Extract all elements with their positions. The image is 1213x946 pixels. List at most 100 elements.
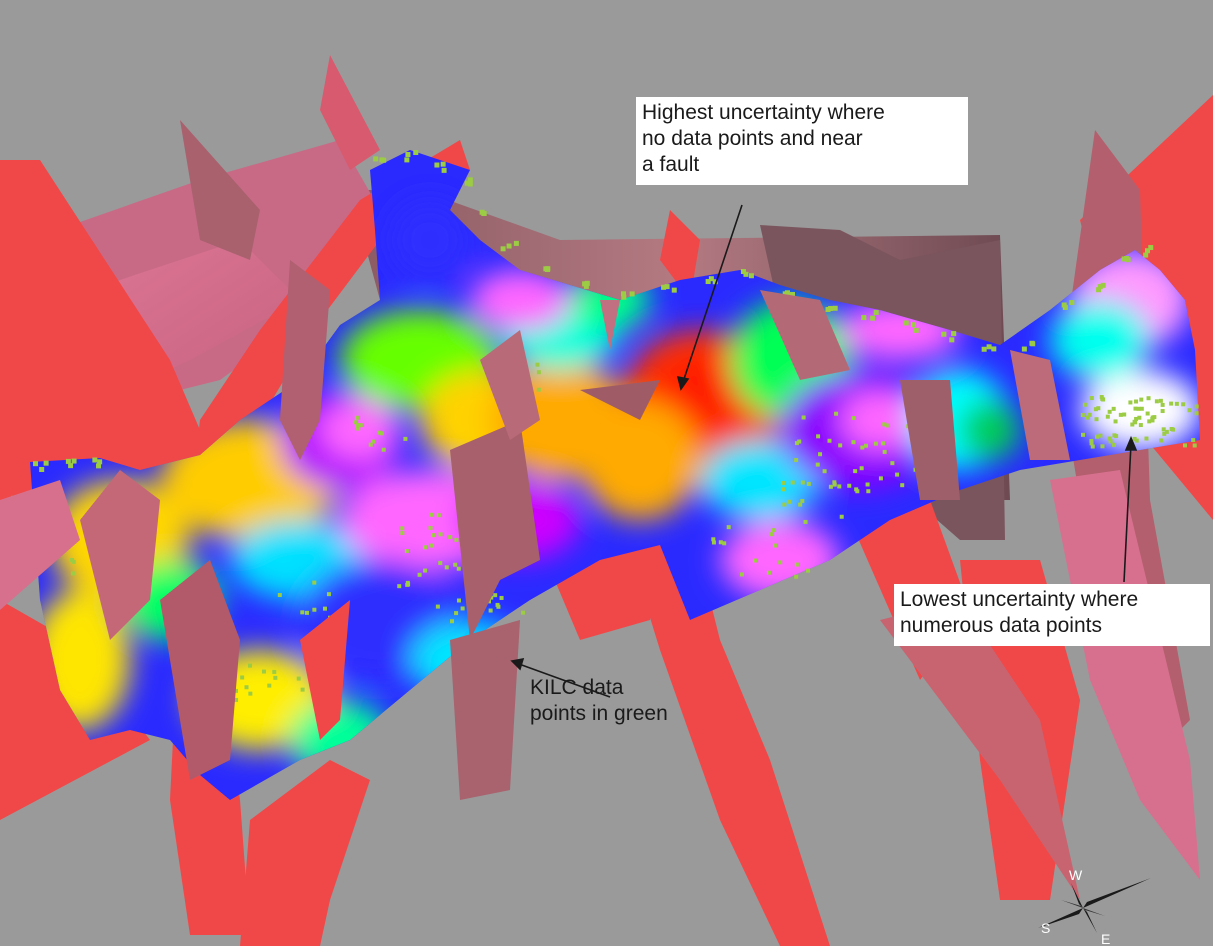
data-point-marker — [1096, 406, 1101, 411]
data-point-marker — [949, 337, 955, 343]
data-point-marker — [1105, 414, 1110, 419]
data-point-marker — [797, 439, 802, 444]
data-point-marker — [1138, 423, 1143, 428]
fault-plane — [180, 120, 260, 260]
highest-uncertainty-callout: Highest uncertainty where no data points… — [636, 97, 968, 185]
data-point-marker — [865, 482, 870, 487]
data-point-marker — [1107, 409, 1112, 414]
arrow-data-points — [518, 663, 611, 698]
data-point-marker — [787, 499, 792, 504]
fault-plane — [80, 470, 160, 640]
data-point-marker — [951, 331, 957, 337]
data-point-marker — [379, 431, 384, 436]
data-point-marker — [1158, 398, 1163, 403]
data-point-marker — [1147, 419, 1152, 424]
fault-plane — [0, 480, 80, 610]
data-point-marker — [1128, 400, 1133, 405]
data-point-marker — [312, 580, 317, 585]
data-point-marker — [1061, 302, 1067, 308]
data-point-marker — [454, 537, 459, 542]
fault-plane — [1050, 470, 1200, 880]
data-point-marker — [1181, 402, 1186, 407]
data-point-marker — [65, 458, 71, 464]
data-point-marker — [847, 483, 852, 488]
data-point-marker — [878, 476, 883, 481]
data-point-marker — [1132, 419, 1137, 424]
data-point-marker — [438, 532, 443, 537]
data-point-marker — [1093, 407, 1098, 412]
data-point-marker — [895, 472, 900, 477]
data-point-marker — [1132, 436, 1137, 441]
data-point-marker — [1154, 399, 1159, 404]
data-point-marker — [806, 481, 811, 486]
data-point-marker — [39, 466, 45, 472]
data-point-marker — [815, 462, 820, 467]
data-point-marker — [96, 463, 102, 469]
data-point-marker — [1169, 427, 1174, 432]
data-point-marker — [1152, 415, 1157, 420]
data-point-marker — [506, 243, 512, 249]
data-point-marker — [629, 291, 635, 297]
fault-plane — [240, 760, 370, 946]
data-point-marker — [1069, 300, 1075, 306]
data-point-marker — [403, 436, 408, 441]
data-point-marker — [1134, 416, 1139, 421]
data-point-marker — [1161, 427, 1166, 432]
data-point-marker — [513, 240, 519, 246]
data-point-marker — [356, 423, 361, 428]
data-point-marker — [582, 281, 588, 287]
data-point-marker — [913, 327, 919, 333]
data-point-marker — [43, 460, 49, 466]
data-point-marker — [456, 598, 461, 603]
data-point-marker — [423, 545, 428, 550]
data-point-marker — [794, 574, 799, 579]
data-point-marker — [1108, 439, 1113, 444]
data-point-marker — [1099, 395, 1104, 400]
data-point-marker — [1160, 402, 1165, 407]
data-point-marker — [1125, 257, 1131, 263]
data-point-marker — [789, 291, 795, 297]
data-point-marker — [722, 541, 727, 546]
data-point-marker — [448, 535, 453, 540]
data-point-marker — [986, 344, 992, 350]
data-point-marker — [740, 268, 746, 274]
data-point-marker — [535, 362, 540, 367]
data-point-marker — [825, 306, 831, 312]
data-point-marker — [863, 443, 868, 448]
data-point-marker — [1121, 256, 1127, 262]
data-point-marker — [851, 440, 856, 445]
data-point-marker — [272, 669, 277, 674]
data-point-marker — [873, 441, 878, 446]
data-point-marker — [1160, 409, 1165, 414]
data-point-marker — [397, 584, 402, 589]
arrowhead-icon — [676, 375, 690, 391]
fault-plane — [300, 600, 350, 740]
data-point-marker — [1107, 436, 1112, 441]
data-point-marker — [1100, 444, 1105, 449]
data-point-marker — [304, 610, 309, 615]
data-point-marker — [781, 480, 786, 485]
fault-plane — [660, 210, 700, 300]
arrowhead-icon — [510, 657, 525, 671]
data-point-marker — [881, 441, 886, 446]
data-point-marker — [671, 287, 677, 293]
fault-plane — [900, 380, 960, 500]
data-point-marker — [818, 452, 823, 457]
data-point-marker — [1191, 438, 1196, 443]
data-point-marker — [356, 426, 361, 431]
data-point-marker — [436, 513, 441, 518]
data-point-marker — [244, 685, 249, 690]
data-point-marker — [773, 543, 778, 548]
data-point-marker — [827, 438, 832, 443]
data-point-marker — [853, 469, 858, 474]
data-point-marker — [499, 595, 504, 600]
data-point-marker — [1134, 399, 1139, 404]
data-point-marker — [806, 568, 811, 573]
data-points-label: KILC data points in green — [530, 676, 668, 725]
data-point-marker — [661, 284, 667, 290]
data-point-marker — [450, 619, 455, 624]
data-point-marker — [431, 533, 436, 538]
compass-west-label: S — [1041, 920, 1050, 936]
data-point-marker — [800, 498, 805, 503]
data-point-marker — [1089, 441, 1094, 446]
